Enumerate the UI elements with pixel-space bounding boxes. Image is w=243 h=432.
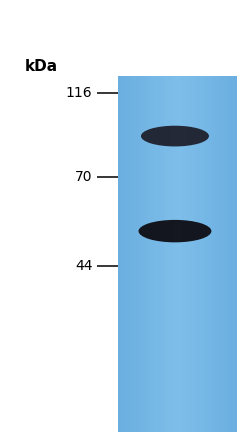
Bar [191,76,192,432]
Bar [137,76,139,432]
Bar [204,76,206,432]
Bar [142,76,143,432]
Bar [188,76,189,432]
Bar [221,76,222,432]
Bar [148,76,149,432]
Bar [174,76,176,432]
Bar [225,76,226,432]
Bar [180,76,182,432]
Bar [170,76,172,432]
Bar [149,76,151,432]
Bar [139,76,140,432]
Bar [118,76,119,432]
Bar [159,76,161,432]
Bar [161,76,163,432]
Bar [163,76,164,432]
Bar [154,76,155,432]
Bar [173,76,174,432]
Bar [172,76,173,432]
Bar [146,76,148,432]
Bar [185,76,186,432]
Text: 70: 70 [75,170,92,184]
Bar [130,76,131,432]
Bar [122,76,124,432]
Bar [229,76,231,432]
Bar [125,76,127,432]
Bar [119,76,121,432]
Bar [179,76,180,432]
Bar [235,76,237,432]
Bar [133,76,134,432]
Bar [167,76,168,432]
Bar [127,76,128,432]
Bar [200,76,201,432]
Bar [197,76,198,432]
Bar [155,76,156,432]
Text: 44: 44 [75,259,92,273]
Bar [152,76,154,432]
Bar [164,76,165,432]
Text: kDa: kDa [24,60,57,74]
Bar [136,76,137,432]
Bar [209,76,210,432]
Bar [219,76,221,432]
Bar [207,76,209,432]
Bar [213,76,215,432]
Bar [192,76,194,432]
Bar [201,76,203,432]
Bar [134,76,136,432]
Bar [151,76,152,432]
Bar [226,76,228,432]
Bar [233,76,234,432]
Bar [177,76,179,432]
Bar [186,76,188,432]
Bar [224,76,225,432]
Bar [158,76,159,432]
Ellipse shape [139,220,211,242]
Bar [228,76,229,432]
Bar [156,76,158,432]
Bar [128,76,130,432]
Bar [182,76,183,432]
Ellipse shape [141,126,209,146]
Bar [176,76,177,432]
Bar [183,76,185,432]
Bar [145,76,146,432]
Bar [195,76,197,432]
Bar [168,76,170,432]
Bar [165,76,167,432]
Bar [222,76,224,432]
Bar [198,76,200,432]
Bar [124,76,125,432]
Bar [194,76,195,432]
Bar [216,76,217,432]
Bar [140,76,142,432]
Bar [231,76,233,432]
Bar [215,76,216,432]
Bar [217,76,219,432]
Bar [206,76,207,432]
Bar [210,76,212,432]
Bar [143,76,145,432]
Bar [203,76,204,432]
Bar [212,76,213,432]
Bar [189,76,191,432]
Bar [121,76,122,432]
Bar [234,76,235,432]
Bar [131,76,133,432]
Text: 116: 116 [66,86,92,100]
